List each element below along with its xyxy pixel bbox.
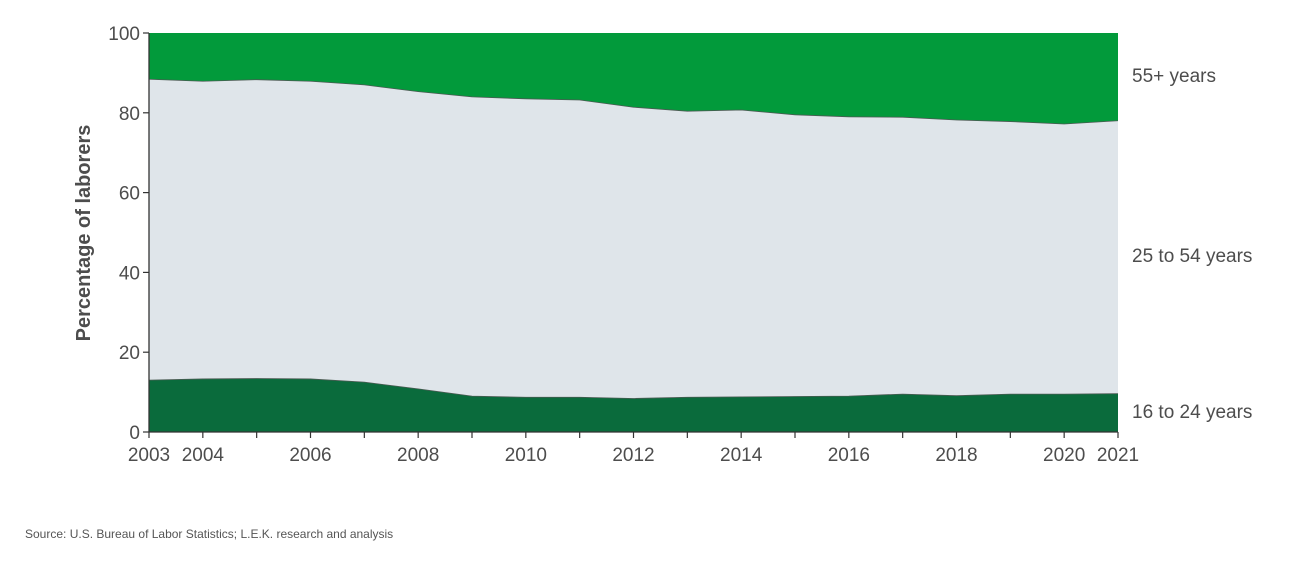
x-tick-label: 2016 — [828, 445, 870, 466]
series-labels: 16 to 24 years 25 to 54 years 55+ years — [1132, 66, 1252, 423]
y-tick-label: 20 — [119, 343, 140, 364]
series-label-16-to-24-years: 16 to 24 years — [1132, 402, 1252, 423]
y-tick-label: 60 — [119, 184, 140, 205]
x-tick-label: 2014 — [720, 445, 763, 466]
area-25-to-54-years — [149, 79, 1118, 399]
x-tick-label: 2010 — [505, 445, 547, 466]
y-axis-label: Percentage of laborers — [73, 125, 95, 342]
stacked-area-chart: 0 20 40 60 80 100 2003 2004 2006 2008 2010 2012 201… — [73, 24, 1252, 466]
source-note: Source: U.S. Bureau of Labor Statistics;… — [25, 527, 394, 541]
y-tick-label: 0 — [129, 423, 140, 444]
x-tick-labels: 2003 2004 2006 2008 2010 2012 2014 2016 2018 2020… — [128, 445, 1139, 466]
x-tick-label: 2018 — [935, 445, 977, 466]
x-tick-label: 2012 — [612, 445, 654, 466]
x-tick-label: 2006 — [289, 445, 331, 466]
area-16-to-24-years — [149, 378, 1118, 432]
series-label-55-years: 55+ years — [1132, 66, 1216, 87]
y-tick-label: 40 — [119, 263, 140, 284]
area-55-years — [149, 33, 1118, 124]
x-tick-label: 2008 — [397, 445, 439, 466]
y-tick-label: 80 — [119, 104, 140, 125]
series-boundary-line — [148, 78, 1119, 125]
y-tick-label: 100 — [108, 24, 140, 45]
area-layer — [148, 33, 1119, 432]
axes — [143, 32, 1119, 438]
x-tick-label: 2004 — [182, 445, 225, 466]
series-boundary-line — [148, 378, 1119, 399]
y-tick-labels: 0 20 40 60 80 100 — [108, 24, 140, 444]
series-label-25-to-54-years: 25 to 54 years — [1132, 246, 1252, 267]
x-tick-label: 2020 — [1043, 445, 1085, 466]
x-tick-label: 2021 — [1097, 445, 1139, 466]
x-tick-label: 2003 — [128, 445, 170, 466]
